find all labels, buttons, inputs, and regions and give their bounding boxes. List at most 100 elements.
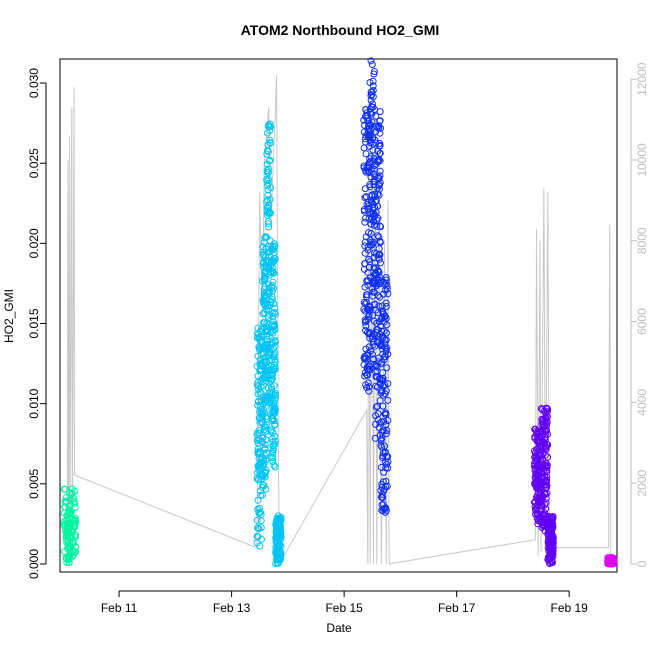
data-point: [383, 329, 390, 337]
data-point: [376, 108, 384, 116]
data-point: [63, 555, 70, 563]
data-point: [540, 481, 548, 489]
data-point: [362, 355, 370, 363]
data-point: [269, 446, 277, 454]
data-point: [609, 554, 617, 562]
data-point: [271, 394, 279, 402]
data-point: [271, 408, 279, 416]
y-left-tick-label: 0.010: [27, 388, 41, 418]
data-point: [260, 426, 268, 434]
data-point: [364, 205, 372, 213]
data-point: [273, 540, 281, 548]
x-tick-label: Feb 19: [550, 601, 588, 615]
data-point: [270, 461, 278, 469]
data-point: [269, 442, 277, 450]
data-point: [261, 444, 269, 452]
data-point: [366, 132, 374, 140]
data-point: [62, 494, 70, 501]
data-point: [271, 310, 279, 318]
series-1: [253, 120, 285, 568]
data-point: [270, 365, 278, 373]
data-point: [369, 311, 377, 319]
data-point: [368, 238, 375, 246]
data-point: [272, 389, 279, 397]
data-point: [384, 350, 392, 358]
data-point: [382, 430, 390, 438]
data-point: [377, 360, 385, 368]
data-point: [381, 485, 388, 493]
data-point: [270, 353, 278, 361]
data-point: [259, 419, 267, 427]
data-point: [540, 422, 548, 429]
data-point: [360, 361, 368, 369]
data-point: [377, 389, 385, 397]
data-point: [374, 124, 382, 131]
data-point: [70, 498, 78, 505]
data-point: [62, 536, 70, 544]
data-point: [547, 522, 555, 530]
data-point: [361, 194, 369, 202]
data-point: [378, 342, 385, 350]
x-axis-label: Date: [326, 621, 352, 635]
data-point: [263, 299, 270, 307]
data-point: [368, 110, 375, 118]
data-point: [381, 410, 389, 418]
y-right-tick-label: 6000: [635, 308, 649, 335]
data-point: [65, 503, 73, 511]
data-point: [376, 250, 384, 258]
data-point: [545, 524, 553, 532]
data-point: [366, 181, 374, 189]
y-right-tick-label: 2000: [635, 469, 649, 496]
data-point: [366, 121, 374, 129]
data-point: [267, 261, 275, 269]
data-point: [267, 403, 275, 411]
data-point: [379, 382, 387, 390]
data-point: [381, 442, 388, 450]
data-point: [539, 461, 547, 469]
data-point: [270, 441, 278, 449]
data-point: [270, 382, 278, 390]
data-point: [254, 496, 262, 504]
data-point: [265, 165, 273, 173]
data-point: [266, 136, 274, 144]
data-point: [264, 303, 272, 310]
data-point: [255, 331, 262, 338]
data-point: [361, 260, 369, 268]
data-point: [268, 287, 276, 295]
data-point: [604, 558, 612, 566]
data-point: [369, 100, 376, 108]
data-point: [257, 524, 265, 532]
data-point: [255, 435, 263, 443]
data-point: [269, 412, 277, 420]
data-point: [263, 332, 271, 340]
data-point: [371, 190, 379, 198]
data-point: [265, 175, 273, 183]
data-point: [372, 403, 380, 411]
data-point: [370, 68, 378, 75]
data-point: [270, 300, 278, 308]
data-point: [377, 223, 385, 231]
data-point: [257, 517, 265, 525]
y-axis-right: 0 2000 4000 6000 8000 10000 12000: [630, 62, 649, 567]
data-point: [368, 199, 376, 207]
data-point: [260, 457, 268, 465]
data-point: [542, 463, 550, 471]
data-point: [264, 208, 271, 216]
data-point: [271, 337, 279, 345]
data-point: [381, 449, 389, 457]
data-point: [268, 246, 276, 254]
data-point: [263, 319, 271, 327]
data-point: [269, 454, 277, 462]
data-point: [361, 185, 369, 193]
data-point: [374, 410, 382, 418]
data-point: [366, 366, 374, 374]
y-left-tick-label: 0.005: [27, 468, 41, 498]
data-point: [361, 242, 369, 250]
data-point: [263, 177, 271, 185]
data-point: [379, 309, 387, 317]
data-point: [264, 394, 271, 402]
data-point: [271, 405, 279, 412]
data-point: [539, 450, 547, 458]
data-point: [366, 155, 374, 163]
